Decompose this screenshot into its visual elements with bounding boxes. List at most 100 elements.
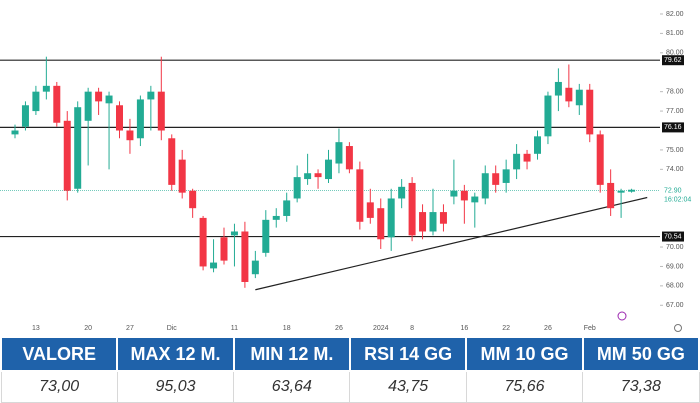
candle-body bbox=[544, 95, 552, 137]
candle-body bbox=[617, 190, 625, 193]
y-tick-label: 77.00 bbox=[666, 108, 684, 115]
countdown: 16:02:04 bbox=[664, 197, 691, 204]
value-row: 73,00 95,03 63,64 43,75 75,66 73,38 bbox=[0, 370, 700, 403]
candle-body bbox=[42, 85, 50, 92]
price-label: 72.90 bbox=[664, 188, 682, 195]
candle-body bbox=[95, 91, 103, 102]
candle-body bbox=[199, 217, 207, 267]
chart: 82.00 81.00 80.00 78.00 77.00 75.00 74.00 70.00… bbox=[0, 11, 691, 332]
table-value: 73,00 bbox=[0, 370, 118, 403]
candle-body bbox=[74, 107, 82, 189]
candle-body bbox=[628, 189, 636, 192]
candle-body bbox=[230, 231, 238, 236]
table-value: 95,03 bbox=[116, 370, 235, 403]
trendline bbox=[255, 196, 648, 291]
candle-body bbox=[116, 105, 123, 131]
candle-body bbox=[157, 91, 165, 131]
candle-body bbox=[84, 91, 92, 121]
y-tick-label: 68.00 bbox=[666, 283, 684, 290]
table-header: MM 10 GG bbox=[465, 336, 584, 372]
x-tick-label: 18 bbox=[283, 325, 291, 332]
candle-body bbox=[178, 159, 186, 193]
level-label-box bbox=[662, 122, 684, 133]
candle-body bbox=[126, 130, 134, 141]
candle-body bbox=[335, 142, 343, 164]
y-tick-label: 80.00 bbox=[666, 50, 684, 57]
candle-body bbox=[502, 169, 510, 183]
candle-body bbox=[11, 130, 19, 135]
table-value: 75,66 bbox=[465, 370, 584, 403]
x-tick-label: Dic bbox=[167, 325, 178, 332]
candle-body bbox=[534, 136, 541, 154]
level-label: 70.54 bbox=[664, 233, 682, 240]
candle-body bbox=[325, 159, 332, 180]
candle-body bbox=[523, 153, 531, 162]
y-tick-label: 69.00 bbox=[666, 263, 684, 270]
y-tick-label: 70.00 bbox=[666, 244, 684, 251]
candle-body bbox=[408, 182, 416, 236]
table-value: 43,75 bbox=[349, 370, 467, 403]
candle-body bbox=[283, 200, 291, 216]
candle-body bbox=[241, 231, 249, 282]
candle-body bbox=[293, 177, 301, 199]
x-tick-label: 8 bbox=[410, 325, 414, 332]
x-tick-label: 2024 bbox=[373, 325, 389, 332]
icon[interactable] bbox=[617, 311, 627, 321]
y-tick-label: 82.00 bbox=[666, 11, 684, 18]
candle-body bbox=[63, 120, 71, 191]
candle-body bbox=[419, 212, 427, 232]
candle-body bbox=[314, 173, 322, 178]
candle-body bbox=[105, 95, 113, 104]
candle-body bbox=[136, 99, 144, 139]
table-value: 73,38 bbox=[582, 370, 700, 403]
table-value: 63,64 bbox=[233, 370, 351, 403]
candle-body bbox=[565, 87, 573, 102]
x-tick-label: 26 bbox=[544, 325, 552, 332]
candle-body bbox=[251, 260, 259, 275]
x-tick-label: 16 bbox=[460, 325, 468, 332]
y-tick-label: 67.00 bbox=[666, 302, 684, 309]
x-tick-label: 20 bbox=[84, 325, 92, 332]
candle-body bbox=[189, 190, 197, 209]
candle-body bbox=[53, 85, 61, 123]
candle-body bbox=[210, 262, 218, 269]
x-tick-label: 11 bbox=[231, 325, 238, 332]
table-header: MIN 12 M. bbox=[232, 336, 351, 372]
candle-body bbox=[460, 190, 468, 201]
candle-body bbox=[450, 190, 458, 197]
candle-body bbox=[398, 186, 406, 199]
level-label-box bbox=[662, 55, 684, 66]
candle-body bbox=[356, 169, 364, 222]
candle-body bbox=[596, 134, 604, 185]
table-header: VALORE bbox=[0, 336, 119, 372]
header-row: VALORE MAX 12 M. MIN 12 M. RSI 14 GG MM 10 G… bbox=[0, 336, 700, 372]
candle-body bbox=[429, 212, 437, 232]
candle-body bbox=[481, 173, 489, 199]
candle-body bbox=[513, 153, 521, 170]
candle-body bbox=[262, 219, 270, 253]
y-tick-label: 74.00 bbox=[666, 166, 684, 173]
x-tick-label: 13 bbox=[32, 325, 40, 332]
candle-body bbox=[21, 105, 29, 127]
candle-body bbox=[471, 196, 479, 203]
y-tick-label: 78.00 bbox=[666, 89, 684, 96]
x-tick-label: Feb bbox=[584, 325, 596, 332]
candle-body bbox=[554, 81, 562, 96]
stats-table: VALORE MAX 12 M. MIN 12 M. RSI 14 GG MM 10 G… bbox=[0, 336, 700, 403]
candle-body bbox=[575, 89, 583, 106]
candle-body bbox=[304, 173, 312, 180]
table-header: MAX 12 M. bbox=[116, 336, 235, 372]
candle-body bbox=[272, 215, 280, 220]
level-label-box bbox=[662, 231, 684, 242]
settings-icon[interactable] bbox=[674, 324, 682, 332]
x-tick-label: 27 bbox=[126, 325, 134, 332]
candle-body bbox=[492, 173, 500, 185]
y-tick-label: 75.00 bbox=[666, 147, 684, 154]
y-tick-label: 81.00 bbox=[666, 30, 684, 37]
candle-body bbox=[586, 89, 594, 135]
candle-body bbox=[220, 237, 228, 261]
candle-body bbox=[377, 208, 385, 240]
level-label: 76.16 bbox=[664, 124, 682, 131]
candle-body bbox=[32, 91, 40, 112]
table-header: MM 50 GG bbox=[581, 336, 700, 372]
